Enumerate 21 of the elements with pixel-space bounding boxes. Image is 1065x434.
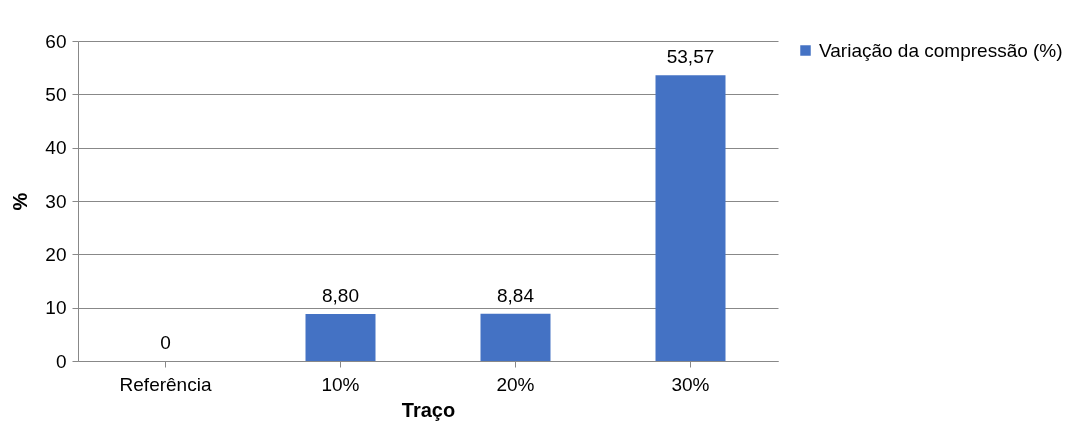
data-label: 0 [160, 332, 171, 353]
y-tick-label: 40 [45, 137, 67, 159]
x-tick-label: 10% [321, 373, 360, 395]
data-label: 53,57 [666, 46, 715, 68]
y-tick-label: 30 [45, 190, 67, 212]
bar [480, 313, 551, 361]
y-tick-label: 20 [45, 243, 67, 265]
x-axis-title: Traço [401, 398, 456, 421]
x-tick-label: 30% [671, 373, 710, 395]
y-axis-title: % [9, 192, 32, 211]
legend-label: Variação da compressão (%) [819, 39, 1063, 61]
data-label: 8,80 [322, 285, 359, 307]
bar [305, 314, 376, 361]
x-tick-label: Referência [119, 373, 212, 395]
data-label: 8,84 [497, 284, 535, 306]
y-tick-label: 0 [55, 350, 67, 372]
y-tick-label: 50 [45, 83, 67, 105]
bar [655, 75, 726, 361]
y-tick-label: 10 [45, 297, 67, 319]
x-tick-label: 20% [496, 373, 535, 395]
y-tick-label: 60 [45, 30, 67, 52]
